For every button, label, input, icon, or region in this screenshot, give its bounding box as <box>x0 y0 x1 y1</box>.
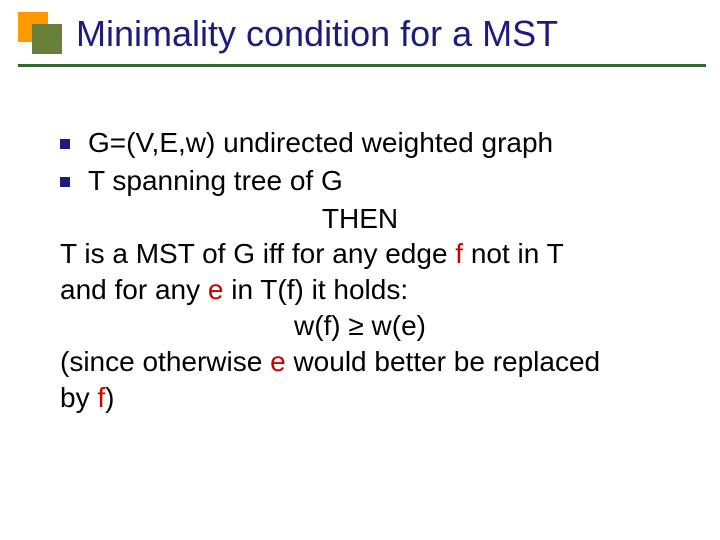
bullet-icon <box>60 177 70 187</box>
title-bar: Minimality condition for a MST <box>0 0 720 58</box>
text: (since otherwise <box>60 346 270 377</box>
text: in T(f) it holds: <box>223 274 408 305</box>
bullet-text: G=(V,E,w) undirected weighted graph <box>88 125 553 161</box>
body-line-2: and for any e in T(f) it holds: <box>60 272 690 308</box>
bullet-icon <box>60 139 70 149</box>
highlight-f: f <box>455 238 463 269</box>
body-line-4: by f) <box>60 380 690 416</box>
bullet-item: G=(V,E,w) undirected weighted graph <box>60 125 690 161</box>
bullet-item: T spanning tree of G <box>60 163 690 199</box>
text: T is a MST of G iff for any edge <box>60 238 455 269</box>
text: ) <box>105 382 114 413</box>
text: and for any <box>60 274 208 305</box>
text: by <box>60 382 97 413</box>
body-line-1: T is a MST of G iff for any edge f not i… <box>60 236 690 272</box>
text: not in T <box>463 238 564 269</box>
text: would better be replaced <box>286 346 600 377</box>
title-accent-squares <box>18 10 66 58</box>
slide-title: Minimality condition for a MST <box>76 14 558 54</box>
highlight-e: e <box>270 346 286 377</box>
highlight-f: f <box>97 382 105 413</box>
body-line-3: (since otherwise e would better be repla… <box>60 344 690 380</box>
inequality-line: w(f) ≥ w(e) <box>30 308 690 344</box>
highlight-e: e <box>208 274 224 305</box>
slide-body: G=(V,E,w) undirected weighted graph T sp… <box>0 67 720 416</box>
accent-square-front <box>32 24 62 54</box>
bullet-text: T spanning tree of G <box>88 163 343 199</box>
then-line: THEN <box>30 201 690 237</box>
